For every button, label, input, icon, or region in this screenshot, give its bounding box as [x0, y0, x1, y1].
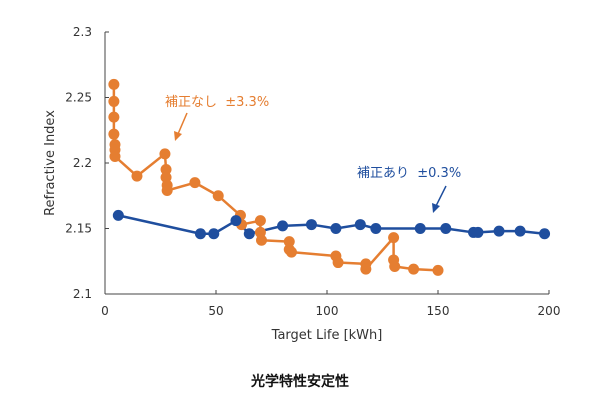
x-tick-label: 50 — [208, 304, 223, 318]
y-tick-label: 2.2 — [73, 156, 92, 170]
data-point-series-0 — [108, 111, 120, 123]
data-point-series-0 — [283, 236, 295, 248]
data-point-series-0 — [131, 170, 143, 182]
data-point-series-1 — [208, 228, 220, 240]
data-point-series-1 — [440, 223, 452, 234]
data-point-series-1 — [414, 223, 426, 234]
data-point-series-1 — [305, 219, 317, 231]
data-point-series-1 — [112, 209, 124, 221]
data-point-series-1 — [277, 220, 289, 232]
annotation-arrow-corrected — [435, 185, 447, 207]
data-point-series-0 — [108, 128, 120, 140]
x-tick-label: 0 — [101, 304, 109, 318]
data-point-series-1 — [330, 223, 342, 234]
x-axis-label: Target Life [kWh] — [271, 328, 383, 343]
data-point-series-0 — [256, 234, 268, 246]
chart-title: 光学特性安定性 — [250, 373, 349, 390]
annotation-arrow-uncorrected — [177, 112, 188, 135]
arrow-head-uncorrected — [174, 131, 182, 141]
annotation-corrected: 補正あり ±0.3% — [357, 166, 461, 181]
data-point-series-1 — [243, 228, 255, 240]
data-point-series-1 — [514, 225, 526, 237]
y-tick-label: 2.1 — [73, 287, 92, 301]
data-point-series-0 — [432, 264, 444, 276]
data-point-series-1 — [370, 223, 382, 234]
data-point-series-0 — [212, 190, 224, 202]
data-point-series-0 — [285, 246, 297, 258]
x-tick-label: 200 — [538, 304, 561, 318]
data-point-series-0 — [108, 78, 120, 90]
data-point-series-0 — [161, 185, 173, 197]
data-point-series-0 — [189, 177, 201, 189]
data-point-series-0 — [408, 263, 420, 275]
data-point-series-0 — [160, 164, 172, 176]
data-point-series-0 — [360, 263, 372, 275]
data-point-series-1 — [354, 219, 366, 231]
data-point-series-1 — [539, 228, 551, 240]
data-point-series-0 — [254, 215, 266, 227]
y-tick-label: 2.3 — [73, 25, 92, 39]
arrow-head-corrected — [432, 203, 440, 213]
data-point-series-1 — [194, 228, 206, 240]
data-point-series-0 — [159, 148, 171, 160]
x-tick-label: 100 — [316, 304, 339, 318]
data-point-series-0 — [389, 260, 401, 272]
data-point-series-1 — [230, 215, 242, 227]
y-tick-label: 2.25 — [65, 91, 92, 105]
data-point-series-1 — [493, 225, 505, 237]
y-tick-label: 2.15 — [65, 222, 92, 236]
x-tick-label: 150 — [427, 304, 450, 318]
data-point-series-0 — [108, 95, 120, 107]
data-point-series-0 — [109, 150, 121, 162]
data-point-series-0 — [332, 257, 344, 269]
data-point-series-0 — [388, 232, 400, 244]
data-point-series-1 — [472, 226, 484, 238]
y-axis-label: Refractive Index — [43, 110, 58, 216]
annotation-uncorrected: 補正なし ±3.3% — [165, 95, 269, 110]
